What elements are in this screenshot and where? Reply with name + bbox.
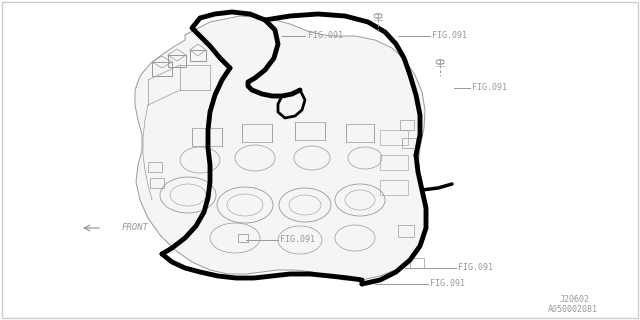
Bar [242,124,272,142]
Text: FRONT: FRONT [122,223,149,233]
Bar [168,55,186,67]
Bar [152,62,172,76]
Bar [150,178,164,188]
Bar [295,122,325,140]
Text: J20602: J20602 [560,295,590,305]
Bar [402,138,416,148]
Bar [380,130,408,145]
Bar [148,162,162,172]
Bar [400,120,414,130]
Text: FIG.091: FIG.091 [432,31,467,41]
Bar [380,155,408,170]
Bar [190,50,206,61]
Text: FIG.091: FIG.091 [472,84,507,92]
Text: FIG.091: FIG.091 [458,263,493,273]
Bar [238,234,248,242]
Text: FIG.091: FIG.091 [308,31,343,41]
Bar [346,124,374,142]
Polygon shape [135,16,428,280]
Bar [410,258,424,268]
Bar [192,128,222,146]
Bar [398,225,414,237]
Text: FIG.091: FIG.091 [430,279,465,289]
Text: A050002081: A050002081 [548,306,598,315]
Bar [380,180,408,195]
Text: FIG.091: FIG.091 [280,236,315,244]
